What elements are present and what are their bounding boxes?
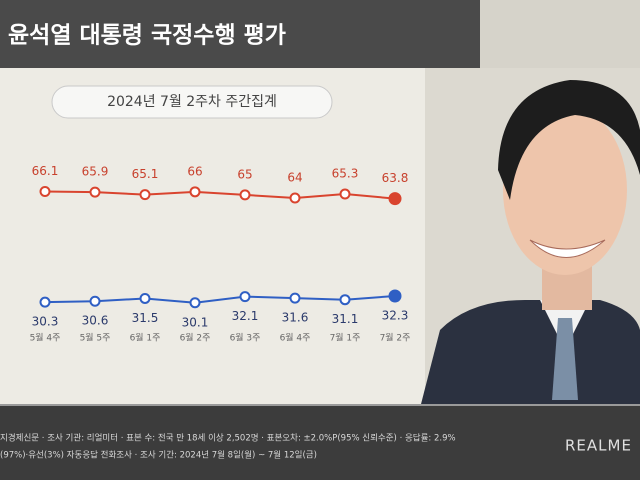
point (239, 189, 251, 201)
point (339, 294, 351, 306)
point (89, 295, 101, 307)
value-label: 32.1 (232, 309, 259, 323)
value-label: 64 (287, 171, 302, 185)
point (388, 192, 402, 206)
value-label: 30.1 (182, 315, 209, 329)
point (139, 189, 151, 201)
point (189, 186, 201, 198)
title-bar-right (480, 0, 640, 68)
value-label: 31.5 (132, 311, 159, 325)
value-label: 30.6 (82, 314, 109, 328)
value-label: 65.9 (82, 165, 109, 179)
value-label: 66.1 (32, 164, 59, 178)
point (89, 186, 101, 198)
x-tick-label: 7월 2주 (380, 332, 411, 344)
point (139, 292, 151, 304)
value-label: 65 (237, 167, 252, 181)
value-label: 31.1 (332, 312, 359, 326)
point (39, 296, 51, 308)
value-label: 66 (187, 164, 202, 178)
point (339, 188, 351, 200)
x-tick-label: 5월 5주 (80, 332, 111, 344)
series-line (44, 294, 396, 304)
value-label: 32.3 (382, 308, 409, 322)
footer (0, 405, 640, 480)
photo (420, 68, 640, 408)
value-label: 63.8 (382, 171, 409, 185)
subtitle-pill (51, 85, 333, 119)
x-tick-label: 7월 1주 (330, 332, 361, 344)
point (39, 186, 51, 198)
value-label: 65.1 (132, 167, 159, 181)
title-bar (0, 0, 480, 68)
logo: REALME (565, 437, 632, 455)
value-label: 65.3 (332, 166, 359, 180)
value-label: 31.6 (282, 311, 309, 325)
x-tick-label: 6월 1주 (130, 332, 161, 344)
note: 지경제신문 · 조사 기관: 리얼미터 · 표본 수: 전국 만 18세 이상 … (0, 433, 456, 444)
x-tick-label: 6월 2주 (180, 332, 211, 344)
point (388, 289, 402, 303)
chart-title: 윤석열 대통령 국정수행 평가 (8, 23, 286, 49)
x-tick-label: 5월 4주 (30, 332, 61, 344)
point (289, 192, 301, 204)
x-tick-label: 6월 4주 (280, 332, 311, 344)
series-line (44, 190, 396, 200)
value-label: 30.3 (32, 315, 59, 329)
point (289, 292, 301, 304)
subtitle: 2024년 7월 2주차 주간집계 (107, 94, 277, 110)
point (189, 297, 201, 309)
note: (97%)·유선(3%) 자동응답 전화조사 · 조사 기간: 2024년 7월… (0, 450, 317, 461)
x-tick-label: 6월 3주 (230, 332, 261, 344)
point (239, 291, 251, 303)
